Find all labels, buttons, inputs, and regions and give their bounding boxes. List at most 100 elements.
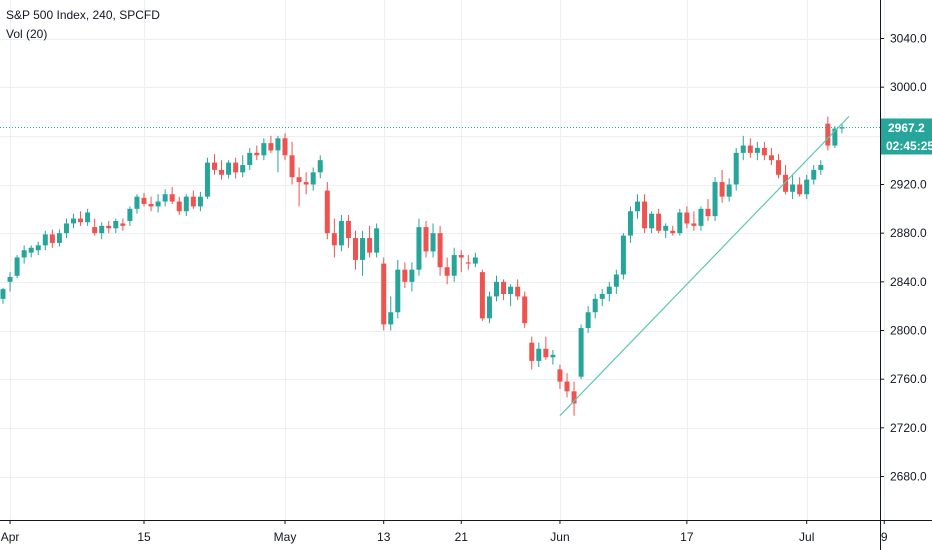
volume-indicator-label[interactable]: Vol (20) xyxy=(6,27,48,41)
x-tick-label: 15 xyxy=(137,530,151,544)
candle xyxy=(0,287,6,304)
candle xyxy=(550,349,556,365)
candle xyxy=(134,194,140,214)
candle xyxy=(783,165,789,195)
candle-body xyxy=(776,160,781,175)
candle-body xyxy=(783,174,789,192)
candle xyxy=(21,245,27,264)
candle-body xyxy=(120,223,126,226)
candle xyxy=(754,141,760,161)
symbol-title[interactable]: S&P 500 Index, 240, SPCFD xyxy=(6,8,160,22)
candle-body xyxy=(261,143,267,156)
candle-body xyxy=(754,148,760,153)
candle-body xyxy=(698,208,704,226)
candle-body xyxy=(585,312,591,329)
candle xyxy=(14,255,20,279)
candle-body xyxy=(740,145,746,153)
candle xyxy=(402,262,408,288)
candle xyxy=(99,222,105,240)
y-tick-label: 2680.0 xyxy=(890,470,927,484)
candle xyxy=(494,275,499,302)
x-tick-label: 21 xyxy=(455,530,469,544)
candle-body xyxy=(719,182,725,197)
candle xyxy=(303,172,309,195)
candle-body xyxy=(811,169,817,180)
candle-body xyxy=(768,155,774,161)
y-tick-label: 2800.0 xyxy=(890,324,927,338)
x-tick-label: Jun xyxy=(550,530,569,544)
candle xyxy=(578,324,584,380)
candle xyxy=(515,279,521,301)
candle xyxy=(522,291,528,329)
candle xyxy=(409,262,415,292)
y-tick-label: 2840.0 xyxy=(890,275,927,289)
candle xyxy=(832,126,838,148)
candle xyxy=(141,193,147,207)
candle-body xyxy=(508,286,514,294)
candle-body xyxy=(176,201,182,212)
candle-body xyxy=(190,196,196,207)
candle-body xyxy=(78,218,84,223)
candle xyxy=(627,206,633,243)
candle-body xyxy=(529,342,535,361)
candle-body xyxy=(578,328,584,377)
candle xyxy=(226,160,232,179)
candle xyxy=(71,213,76,229)
candle xyxy=(508,284,514,307)
candle xyxy=(726,178,732,202)
candle xyxy=(338,214,344,252)
candle-body xyxy=(148,203,154,207)
candle-body xyxy=(620,235,626,275)
candle-body xyxy=(63,223,69,234)
candle xyxy=(747,138,753,158)
candle xyxy=(663,223,669,239)
candle-body xyxy=(712,182,718,217)
candle-body xyxy=(141,197,147,204)
chart-legend: S&P 500 Index, 240, SPCFD Vol (20) xyxy=(6,6,160,44)
candle-body xyxy=(233,162,239,173)
candle-body xyxy=(606,286,612,294)
candle xyxy=(479,269,485,321)
candle-body xyxy=(402,269,408,282)
candle xyxy=(839,123,845,134)
current-price-label: 2967.2 xyxy=(888,121,925,135)
candle-body xyxy=(705,208,711,217)
candle-body xyxy=(670,230,676,234)
candle-body xyxy=(331,233,337,246)
x-tick-label: Apr xyxy=(1,530,20,544)
bar-countdown-label: 02:45:25 xyxy=(886,139,932,153)
candle xyxy=(148,196,154,212)
candle xyxy=(536,342,542,367)
candle xyxy=(804,174,810,200)
x-tick-label: 9 xyxy=(881,530,888,544)
candle xyxy=(395,259,401,319)
candle xyxy=(233,157,239,179)
candle-body xyxy=(395,269,401,313)
candle xyxy=(825,116,831,151)
candle xyxy=(761,141,767,161)
candle-body xyxy=(247,152,253,166)
candle-body xyxy=(353,238,358,260)
candle-body xyxy=(49,234,55,243)
x-tick-label: May xyxy=(274,530,297,544)
candle-body xyxy=(416,227,422,270)
candle-body xyxy=(761,148,767,156)
candle xyxy=(197,191,203,212)
candle-body xyxy=(21,250,27,258)
candle-body xyxy=(437,233,443,268)
candle xyxy=(204,157,210,200)
candle xyxy=(635,194,640,219)
candle xyxy=(740,135,746,161)
y-tick-label: 3040.0 xyxy=(890,32,927,46)
candle-body xyxy=(726,184,732,197)
y-tick-label: 2720.0 xyxy=(890,421,927,435)
candle xyxy=(331,218,337,258)
candle-body xyxy=(627,211,633,236)
candle-body xyxy=(804,179,810,195)
candle-body xyxy=(557,369,563,382)
candle xyxy=(430,223,436,258)
candle xyxy=(712,177,718,221)
